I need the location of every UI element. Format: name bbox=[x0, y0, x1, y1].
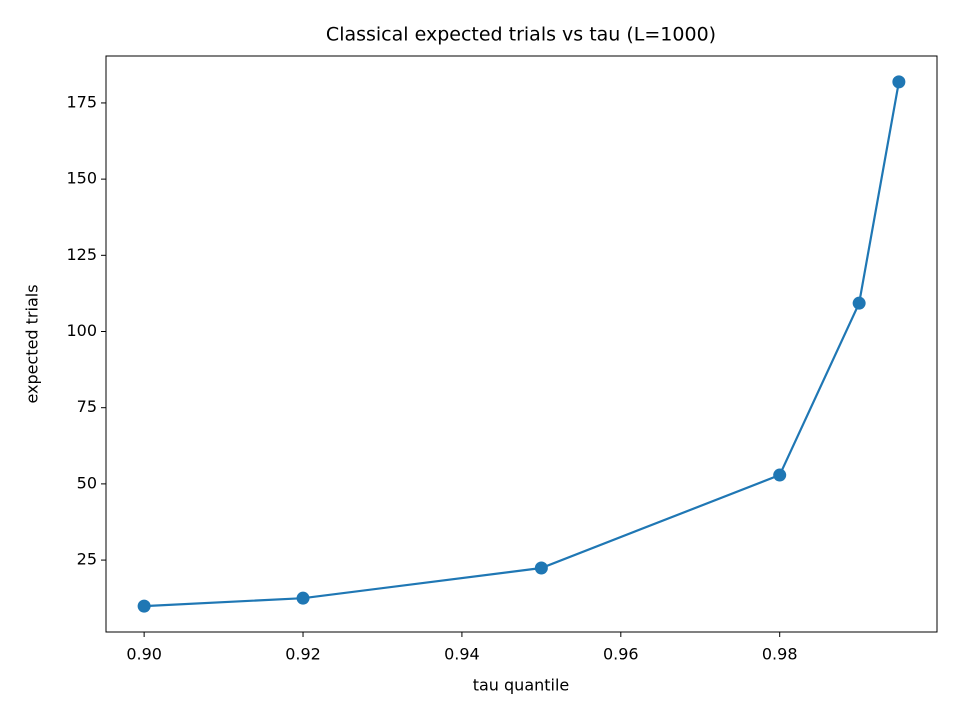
y-tick-label: 25 bbox=[77, 550, 97, 569]
plot-frame bbox=[105, 55, 938, 633]
x-tick-label: 0.92 bbox=[285, 645, 321, 664]
x-axis-label: tau quantile bbox=[473, 676, 570, 695]
point bbox=[892, 75, 906, 89]
chart-title: Classical expected trials vs tau (L=1000… bbox=[326, 24, 716, 46]
point bbox=[137, 599, 151, 613]
y-tick-label: 75 bbox=[77, 397, 97, 416]
x-tick-label: 0.98 bbox=[762, 645, 798, 664]
y-tick-label: 150 bbox=[66, 169, 97, 188]
x-tick-label: 0.96 bbox=[603, 645, 639, 664]
point bbox=[773, 468, 787, 482]
x-tick-label: 0.94 bbox=[444, 645, 480, 664]
y-tick-label: 125 bbox=[66, 245, 97, 264]
x-tick-label: 0.90 bbox=[126, 645, 162, 664]
y-axis-label: expected trials bbox=[23, 284, 42, 403]
y-tick-label: 100 bbox=[66, 321, 97, 340]
point bbox=[296, 591, 310, 605]
y-tick-label: 175 bbox=[66, 92, 97, 111]
point bbox=[852, 296, 866, 310]
point bbox=[534, 561, 548, 575]
y-tick-label: 50 bbox=[77, 473, 97, 492]
series-line bbox=[144, 81, 900, 608]
